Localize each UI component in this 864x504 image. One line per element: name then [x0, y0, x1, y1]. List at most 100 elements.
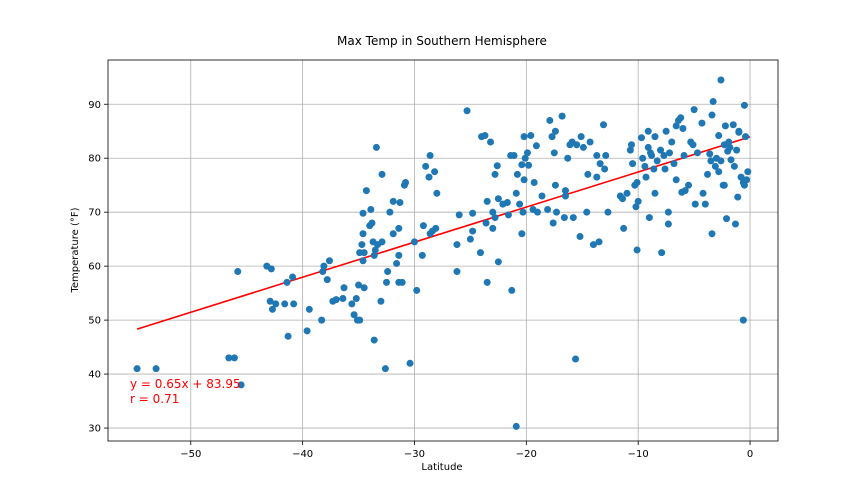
- data-point: [350, 311, 358, 319]
- data-point: [677, 114, 685, 122]
- data-point: [681, 187, 689, 195]
- data-point: [527, 132, 535, 140]
- data-point: [476, 249, 484, 257]
- x-tick-label: 0: [747, 449, 753, 460]
- data-point: [512, 189, 520, 197]
- data-point: [730, 162, 738, 170]
- data-point: [639, 154, 647, 162]
- data-point: [520, 176, 528, 184]
- data-point: [723, 215, 731, 223]
- data-point: [489, 224, 497, 232]
- data-point: [381, 365, 389, 373]
- data-point: [577, 133, 585, 141]
- data-point: [573, 141, 581, 149]
- data-point: [393, 259, 401, 267]
- data-point: [362, 187, 370, 195]
- regression-equation: y = 0.65x + 83.95: [130, 377, 241, 391]
- data-point: [483, 197, 491, 205]
- data-point: [544, 205, 552, 213]
- data-point: [743, 176, 751, 184]
- data-point: [481, 132, 489, 140]
- data-point: [699, 189, 707, 197]
- y-tick-label: 30: [88, 424, 101, 435]
- data-point: [512, 422, 520, 430]
- data-point: [693, 149, 701, 157]
- data-point: [152, 365, 160, 373]
- data-point: [289, 273, 297, 281]
- data-point: [737, 173, 745, 181]
- data-point: [579, 143, 587, 151]
- data-point: [560, 214, 568, 222]
- data-point: [398, 278, 406, 286]
- data-point: [518, 161, 526, 169]
- data-point: [644, 127, 652, 135]
- data-point: [371, 246, 379, 254]
- data-point: [633, 179, 641, 187]
- data-point: [645, 214, 653, 222]
- data-point: [268, 305, 276, 313]
- data-point: [698, 119, 706, 127]
- data-point: [453, 268, 461, 276]
- data-point: [689, 141, 697, 149]
- data-point: [377, 297, 385, 305]
- data-point: [653, 157, 661, 165]
- data-point: [455, 211, 463, 219]
- data-point: [576, 232, 584, 240]
- data-point: [725, 138, 733, 146]
- data-point: [453, 241, 461, 249]
- x-axis-label: Latitude: [421, 462, 462, 473]
- data-point: [672, 176, 680, 184]
- data-point: [633, 246, 641, 254]
- data-point: [708, 111, 716, 119]
- x-tick-label: −50: [180, 449, 201, 460]
- data-point: [469, 209, 477, 217]
- data-point: [551, 127, 559, 135]
- correlation-label: r = 0.71: [130, 392, 179, 406]
- data-point: [662, 127, 670, 135]
- data-point: [691, 200, 699, 208]
- y-tick-label: 70: [88, 208, 101, 219]
- data-point: [650, 165, 658, 173]
- data-point: [237, 381, 245, 389]
- data-point: [623, 189, 631, 197]
- data-point: [318, 316, 326, 324]
- data-point: [561, 192, 569, 200]
- data-point: [272, 300, 280, 308]
- data-point: [604, 208, 612, 216]
- data-point: [360, 249, 368, 257]
- data-point: [593, 173, 601, 181]
- data-point: [487, 138, 495, 146]
- data-point: [721, 122, 729, 130]
- data-point: [378, 170, 386, 178]
- data-point: [584, 170, 592, 178]
- data-point: [658, 249, 666, 257]
- y-tick-label: 90: [88, 100, 101, 111]
- data-point: [726, 143, 734, 151]
- data-point: [740, 101, 748, 109]
- data-point: [572, 355, 580, 363]
- data-point: [320, 262, 328, 270]
- data-point: [638, 134, 646, 142]
- data-point: [629, 160, 637, 168]
- y-axis-ticks: 30 40 50 60 70 80 90: [88, 100, 108, 435]
- data-point: [717, 157, 725, 165]
- data-point: [493, 162, 501, 170]
- data-point: [561, 187, 569, 195]
- data-point: [419, 222, 427, 230]
- data-point: [133, 365, 141, 373]
- data-point: [431, 168, 439, 176]
- data-point: [339, 295, 347, 303]
- data-point: [489, 208, 497, 216]
- data-point: [583, 208, 591, 216]
- data-point: [619, 195, 627, 203]
- data-point: [266, 297, 274, 305]
- data-point: [672, 122, 680, 130]
- data-point: [680, 152, 688, 160]
- data-point: [418, 251, 426, 259]
- data-point: [586, 138, 594, 146]
- data-point: [340, 284, 348, 292]
- data-point: [395, 224, 403, 232]
- y-axis-label: Temperature (°F): [70, 207, 81, 293]
- data-point: [706, 150, 714, 158]
- data-point: [550, 149, 558, 157]
